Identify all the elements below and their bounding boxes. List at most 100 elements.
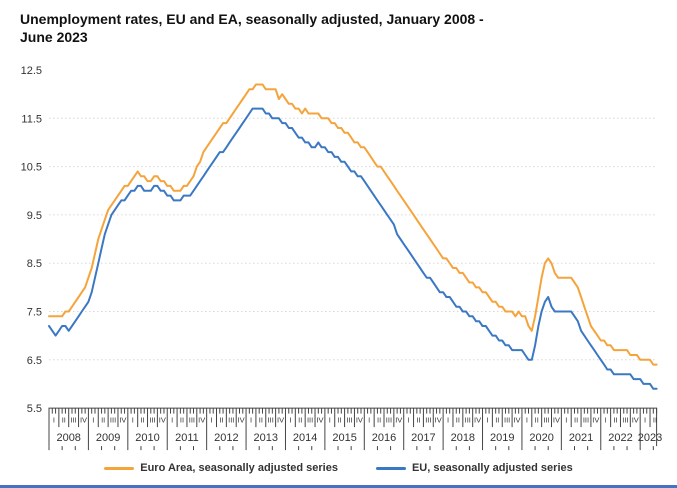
quarter-label: II	[219, 416, 223, 425]
quarter-label: I	[368, 416, 370, 425]
year-label: 2023	[638, 432, 662, 444]
quarter-label: I	[250, 416, 252, 425]
quarter-label: I	[644, 416, 646, 425]
quarter-label: I	[92, 416, 94, 425]
quarter-label: II	[141, 416, 145, 425]
legend-label-euro-area: Euro Area, seasonally adjusted series	[140, 462, 338, 474]
quarter-label: II	[259, 416, 263, 425]
quarter-label: I	[211, 416, 213, 425]
quarter-label: III	[622, 416, 628, 425]
quarter-label: III	[465, 416, 471, 425]
quarter-label: IV	[553, 416, 560, 425]
legend-label-eu: EU, seasonally adjusted series	[411, 462, 573, 474]
y-axis-tick-label: 10.5	[21, 162, 42, 174]
y-axis-tick-label: 6.5	[27, 355, 42, 367]
quarter-label: III	[504, 416, 510, 425]
series-line-eu[interactable]	[48, 107, 658, 390]
euro-area-line-swatch	[104, 466, 135, 470]
footer-accent-bar	[0, 485, 677, 488]
chart-legend: Euro Area, seasonally adjusted series EU…	[0, 462, 677, 474]
quarter-label: IV	[513, 416, 520, 425]
quarter-label: III	[307, 416, 313, 425]
quarter-label: II	[456, 416, 460, 425]
chart-title: Unemployment rates, EU and EA, seasonall…	[20, 10, 640, 47]
legend-item-eu[interactable]: EU, seasonally adjusted series	[375, 462, 573, 474]
quarter-label: I	[447, 416, 449, 425]
quarter-label: III	[70, 416, 76, 425]
quarter-label: II	[613, 416, 617, 425]
quarter-label: I	[408, 416, 410, 425]
year-label: 2012	[214, 432, 238, 444]
quarter-label: I	[526, 416, 528, 425]
quarter-label: II	[101, 416, 105, 425]
quarter-label: III	[425, 416, 431, 425]
quarter-label: IV	[119, 416, 126, 425]
quarter-label: I	[53, 416, 55, 425]
quarter-label: III	[189, 416, 195, 425]
quarter-label: IV	[159, 416, 166, 425]
quarter-label: IV	[277, 416, 284, 425]
quarter-label: IV	[238, 416, 245, 425]
year-label: 2014	[293, 432, 317, 444]
year-label: 2010	[135, 432, 159, 444]
quarter-label: II	[495, 416, 499, 425]
year-label: 2016	[372, 432, 396, 444]
quarter-label: II	[180, 416, 184, 425]
quarter-label: IV	[474, 416, 481, 425]
quarter-label: IV	[198, 416, 205, 425]
quarter-label: I	[289, 416, 291, 425]
quarter-label: IV	[80, 416, 87, 425]
quarter-label: II	[535, 416, 539, 425]
quarter-label: IV	[632, 416, 639, 425]
y-axis-tick-label: 12.5	[21, 65, 42, 77]
year-label: 2020	[529, 432, 553, 444]
quarter-label: II	[377, 416, 381, 425]
legend-item-euro-area[interactable]: Euro Area, seasonally adjusted series	[104, 462, 338, 474]
quarter-label: I	[171, 416, 173, 425]
chart-title-line-1: Unemployment rates, EU and EA, seasonall…	[20, 11, 484, 27]
year-label: 2008	[56, 432, 80, 444]
y-axis-tick-label: 5.5	[27, 403, 42, 415]
year-label: 2009	[96, 432, 120, 444]
quarter-label: III	[149, 416, 155, 425]
year-label: 2017	[411, 432, 435, 444]
quarter-label: III	[346, 416, 352, 425]
year-label: 2011	[175, 432, 199, 444]
quarter-label: II	[416, 416, 420, 425]
quarter-label: II	[62, 416, 66, 425]
quarter-label: IV	[435, 416, 442, 425]
quarter-label: III	[110, 416, 116, 425]
eu-line-swatch	[375, 466, 406, 470]
year-label: 2015	[332, 432, 356, 444]
quarter-label: IV	[356, 416, 363, 425]
quarter-label: II	[298, 416, 302, 425]
quarter-label: II	[574, 416, 578, 425]
quarter-label: IV	[316, 416, 323, 425]
quarter-label: I	[565, 416, 567, 425]
quarter-label: III	[268, 416, 274, 425]
y-axis-tick-label: 11.5	[21, 113, 42, 125]
year-label: 2018	[451, 432, 475, 444]
quarter-label: II	[653, 416, 657, 425]
y-axis-tick-label: 8.5	[27, 258, 42, 270]
quarter-label: I	[132, 416, 134, 425]
series-line-euro-area[interactable]	[48, 83, 658, 366]
year-label: 2019	[490, 432, 514, 444]
quarter-label: I	[605, 416, 607, 425]
y-axis-tick-label: 9.5	[27, 210, 42, 222]
y-axis-tick-label: 7.5	[27, 307, 42, 319]
quarter-label: II	[338, 416, 342, 425]
quarter-label: IV	[395, 416, 402, 425]
chart-title-line-2: June 2023	[20, 29, 88, 46]
quarter-label: III	[583, 416, 589, 425]
quarter-label: IV	[592, 416, 599, 425]
year-label: 2022	[608, 432, 632, 444]
quarter-label: I	[329, 416, 331, 425]
year-label: 2013	[254, 432, 278, 444]
year-label: 2021	[569, 432, 593, 444]
quarter-label: III	[386, 416, 392, 425]
quarter-label: I	[486, 416, 488, 425]
quarter-label: III	[543, 416, 549, 425]
